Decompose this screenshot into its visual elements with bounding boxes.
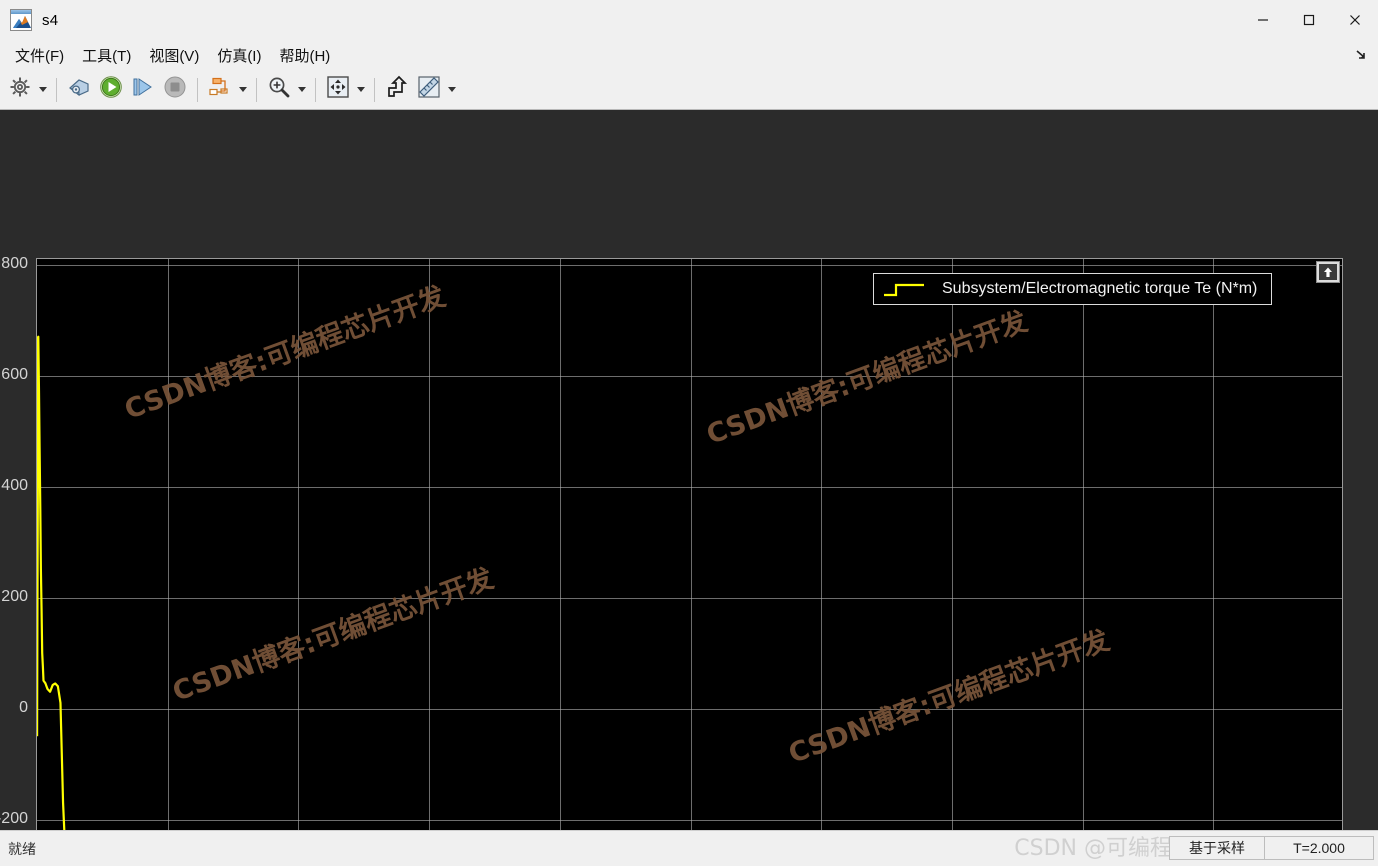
y-axis: 800 600 400 200 0 -200 xyxy=(0,254,32,830)
gridline-horizontal xyxy=(37,709,1342,710)
y-tick-label: 800 xyxy=(1,254,28,272)
print-button[interactable] xyxy=(63,74,95,106)
layout-button[interactable] xyxy=(204,74,236,106)
gridline-vertical xyxy=(559,259,561,830)
menu-tools[interactable]: 工具(T) xyxy=(82,47,132,65)
play-icon xyxy=(99,75,123,104)
layout-dropdown-chevron-down-icon[interactable] xyxy=(236,75,250,105)
gridline-vertical xyxy=(690,259,692,830)
legend-label: Subsystem/Electromagnetic torque Te (N*m… xyxy=(942,280,1258,297)
menu-help[interactable]: 帮助(H) xyxy=(279,47,331,65)
maximize-icon[interactable] xyxy=(1286,0,1332,40)
menu-view[interactable]: 视图(V) xyxy=(149,47,200,65)
matlab-scope-icon xyxy=(10,9,32,31)
gridline-vertical xyxy=(298,259,300,830)
step-forward-button[interactable] xyxy=(127,74,159,106)
close-icon[interactable] xyxy=(1332,0,1378,40)
toolbar-separator-1 xyxy=(56,77,57,102)
y-tick-label: 600 xyxy=(1,365,28,383)
scope-plot-area[interactable]: 800 600 400 200 0 -200 xyxy=(0,110,1378,830)
signal-trace xyxy=(37,335,66,830)
configuration-dropdown-chevron-down-icon[interactable] xyxy=(36,75,50,105)
cursor-measurements-button[interactable] xyxy=(413,74,445,106)
pan-arrows-icon xyxy=(326,75,350,104)
gridline-horizontal xyxy=(37,375,1342,377)
gridline-vertical xyxy=(1213,259,1215,830)
pan-button[interactable] xyxy=(322,74,354,106)
maximize-axes-icon[interactable] xyxy=(1316,261,1340,283)
title-bar: s4 xyxy=(0,0,1378,40)
zoom-in-magnifier-icon xyxy=(267,75,291,104)
toolbar xyxy=(0,70,1378,110)
toolbar-separator-2 xyxy=(197,77,198,102)
status-bar: 就绪 CSDN @可编程芯片开发 基于采样 T=2.000 xyxy=(0,830,1378,866)
toolbar-separator-5 xyxy=(374,77,375,102)
plot-canvas[interactable]: CSDN博客:可编程芯片开发 CSDN博客:可编程芯片开发 CSDN博客:可编程… xyxy=(36,258,1343,830)
window-title: s4 xyxy=(42,11,59,29)
gridline-vertical xyxy=(1082,259,1084,830)
gridline-vertical xyxy=(821,259,823,830)
gridline-horizontal xyxy=(37,820,1342,822)
simulation-time-indicator[interactable]: T=2.000 xyxy=(1264,836,1374,860)
gridline-horizontal xyxy=(37,597,1342,599)
ruler-icon xyxy=(417,75,441,104)
y-tick-label: 0 xyxy=(19,699,28,716)
sampling-mode-indicator[interactable]: 基于采样 xyxy=(1169,836,1265,860)
status-text: 就绪 xyxy=(8,840,36,857)
gridline-vertical xyxy=(167,259,169,830)
gridline-horizontal xyxy=(37,264,1342,266)
gear-icon xyxy=(9,76,31,103)
print-gear-icon xyxy=(67,76,91,103)
measurements-dropdown-chevron-down-icon[interactable] xyxy=(445,75,459,105)
menu-file[interactable]: 文件(F) xyxy=(15,47,65,65)
autoscale-button[interactable] xyxy=(381,74,413,106)
gridline-horizontal xyxy=(37,486,1342,488)
toolbar-separator-4 xyxy=(315,77,316,102)
zoom-dropdown-chevron-down-icon[interactable] xyxy=(295,75,309,105)
autoscale-arrow-icon xyxy=(385,75,409,104)
menu-simulation[interactable]: 仿真(I) xyxy=(217,47,262,65)
window-controls xyxy=(1240,0,1378,40)
stop-button[interactable] xyxy=(159,74,191,106)
menu-bar: 文件(F) 工具(T) 视图(V) 仿真(I) 帮助(H) xyxy=(0,40,1378,70)
gridline-vertical xyxy=(951,259,953,830)
zoom-in-button[interactable] xyxy=(263,74,295,106)
configuration-properties-button[interactable] xyxy=(4,74,36,106)
step-forward-icon xyxy=(131,76,155,103)
run-button[interactable] xyxy=(95,74,127,106)
toolbar-separator-3 xyxy=(256,77,257,102)
minimize-icon[interactable] xyxy=(1240,0,1286,40)
legend-line-sample xyxy=(884,283,924,297)
y-tick-label: 400 xyxy=(1,476,28,494)
pan-dropdown-chevron-down-icon[interactable] xyxy=(354,75,368,105)
status-right-group: 基于采样 T=2.000 xyxy=(1169,836,1374,860)
y-tick-label: -200 xyxy=(0,810,28,828)
layout-blocks-icon xyxy=(208,76,232,103)
gridline-vertical xyxy=(429,259,431,830)
stop-icon xyxy=(163,75,187,104)
y-tick-label: 200 xyxy=(1,587,28,605)
legend[interactable]: Subsystem/Electromagnetic torque Te (N*m… xyxy=(873,273,1273,305)
menu-overflow-arrow-icon[interactable] xyxy=(1354,47,1370,63)
